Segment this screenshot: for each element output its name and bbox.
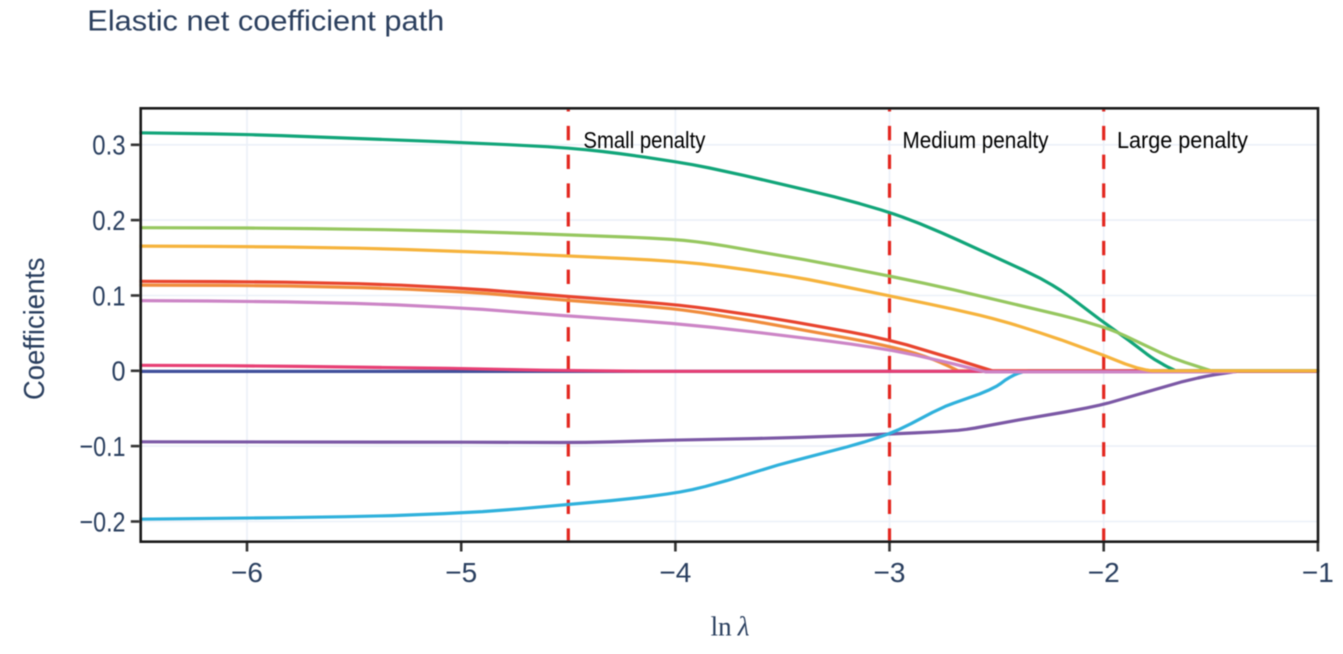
svg-text:−6: −6 bbox=[231, 557, 263, 588]
svg-text:λ: λ bbox=[737, 612, 750, 642]
svg-text:−4: −4 bbox=[659, 557, 691, 588]
svg-text:Small penalty: Small penalty bbox=[583, 127, 705, 153]
svg-text:ln: ln bbox=[711, 612, 733, 642]
svg-text:Elastic net coefficient path: Elastic net coefficient path bbox=[87, 6, 444, 38]
svg-text:Large penalty: Large penalty bbox=[1117, 127, 1248, 153]
svg-text:−0.2: −0.2 bbox=[80, 506, 126, 537]
svg-text:0.1: 0.1 bbox=[92, 280, 125, 311]
svg-text:Medium penalty: Medium penalty bbox=[903, 127, 1049, 153]
svg-text:0: 0 bbox=[112, 356, 126, 387]
svg-text:−1: −1 bbox=[1302, 557, 1334, 588]
svg-text:−5: −5 bbox=[445, 557, 477, 588]
svg-text:0.3: 0.3 bbox=[92, 130, 125, 161]
svg-text:−2: −2 bbox=[1088, 557, 1120, 588]
svg-text:0.2: 0.2 bbox=[92, 205, 125, 236]
svg-text:−3: −3 bbox=[874, 557, 906, 588]
svg-text:Coefficients: Coefficients bbox=[19, 258, 51, 401]
svg-text:−0.1: −0.1 bbox=[80, 431, 126, 462]
